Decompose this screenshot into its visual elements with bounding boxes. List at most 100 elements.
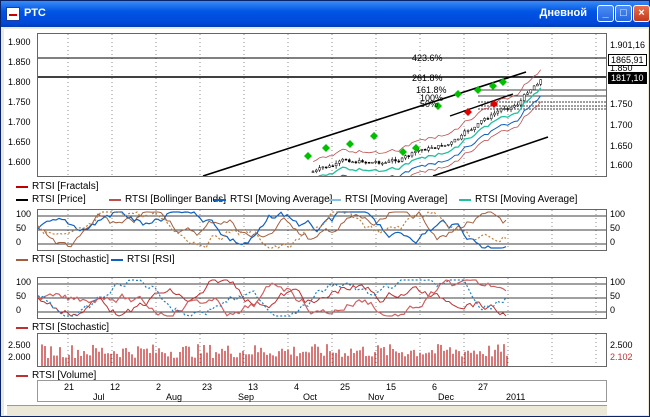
oscillator-right-tick: 0 bbox=[610, 237, 616, 247]
oscillator-right-tick: 0 bbox=[610, 305, 616, 315]
legend-item: RTSI [Volume] bbox=[16, 370, 96, 381]
candle-body bbox=[341, 158, 344, 162]
value-box-current: 1865,91 bbox=[608, 54, 647, 66]
candle-body bbox=[423, 149, 427, 151]
candle-body bbox=[410, 152, 414, 157]
candle-body bbox=[414, 151, 417, 153]
horizontal-scrollbar[interactable] bbox=[7, 405, 607, 415]
oscillator-right-tick: 50 bbox=[610, 223, 621, 233]
time-axis-month: Jul bbox=[93, 392, 105, 402]
trend-line bbox=[449, 93, 514, 117]
time-axis-month: 2011 bbox=[506, 392, 526, 402]
price-y-tick: 1.800 bbox=[8, 77, 31, 87]
price-right-tick: 1.650 bbox=[610, 141, 633, 151]
candle-body bbox=[348, 159, 351, 163]
price-y-tick: 1.850 bbox=[8, 57, 31, 67]
candle-body bbox=[351, 161, 354, 164]
candle-body bbox=[397, 160, 401, 163]
candle-body bbox=[489, 114, 493, 119]
candle-body bbox=[377, 161, 381, 164]
price-chart-plot[interactable] bbox=[37, 33, 607, 195]
moving-average-line bbox=[312, 87, 542, 181]
volume-right-tick: 2.500 bbox=[610, 340, 633, 350]
candle-body bbox=[394, 159, 397, 162]
candle-body bbox=[384, 162, 387, 164]
oscillator-right-tick: 100 bbox=[610, 209, 626, 219]
time-axis-month: Aug bbox=[166, 392, 183, 402]
legend-swatch bbox=[16, 258, 28, 261]
oscillator-y-tick: 50 bbox=[16, 291, 27, 301]
candle-body bbox=[486, 118, 490, 120]
legend-swatch bbox=[16, 185, 28, 188]
legend-item: RTSI [Stochastic] bbox=[16, 322, 109, 333]
volume-plot[interactable] bbox=[37, 333, 607, 367]
legend-swatch bbox=[329, 198, 341, 201]
maximize-button[interactable]: □ bbox=[615, 5, 632, 22]
price-y-tick: 1.650 bbox=[8, 137, 31, 147]
fractal-up-marker bbox=[399, 148, 407, 156]
oscillator-1-plot[interactable] bbox=[37, 209, 607, 251]
price-y-tick: 1.700 bbox=[8, 117, 31, 127]
candle-body bbox=[443, 144, 447, 147]
legend-label: RTSI [Volume] bbox=[32, 370, 97, 381]
close-button[interactable]: × bbox=[633, 5, 650, 22]
legend-label: RTSI [Fractals] bbox=[32, 181, 99, 192]
candle-body bbox=[496, 110, 500, 114]
oscillator-2-plot[interactable] bbox=[37, 277, 607, 319]
fractal-up-marker bbox=[304, 152, 312, 160]
candle-body bbox=[331, 165, 335, 168]
candle-body bbox=[381, 162, 384, 165]
fib-level-label: 161.8% bbox=[416, 85, 447, 95]
fractal-up-marker bbox=[474, 86, 482, 94]
oscillator-2-svg bbox=[37, 278, 606, 318]
window-title: РТС bbox=[24, 7, 46, 19]
oscillator-line bbox=[37, 279, 507, 317]
oscillator-line bbox=[37, 211, 507, 248]
volume-y-tick: 2.000 bbox=[8, 352, 31, 362]
legend-swatch bbox=[16, 326, 28, 329]
time-axis-day: 2 bbox=[156, 382, 162, 392]
legend-label: RTSI [Price] bbox=[32, 194, 86, 205]
chart-app-icon bbox=[6, 7, 20, 21]
candle-body bbox=[522, 94, 526, 101]
time-axis-day: 12 bbox=[110, 382, 121, 392]
candle-body bbox=[404, 155, 407, 159]
time-axis-day: 13 bbox=[248, 382, 259, 392]
oscillator-1-svg bbox=[37, 210, 606, 250]
legend-item: RTSI [Moving Average] bbox=[459, 194, 577, 205]
legend-swatch bbox=[459, 198, 471, 201]
volume-right-tick: 2.102 bbox=[610, 352, 633, 362]
candle-body bbox=[318, 167, 321, 171]
legend-swatch bbox=[109, 198, 121, 201]
minimize-button[interactable]: _ bbox=[597, 5, 614, 22]
candle-body bbox=[324, 166, 328, 169]
oscillator-y-tick: 50 bbox=[16, 223, 27, 233]
bollinger-upper bbox=[312, 69, 542, 163]
title-bar[interactable]: РТС Дневной _ □ × bbox=[1, 1, 650, 27]
fractal-up-marker bbox=[322, 144, 330, 152]
price-y-tick: 1.900 bbox=[8, 37, 31, 47]
candle-body bbox=[473, 126, 476, 130]
candle-body bbox=[536, 83, 539, 87]
candle-body bbox=[315, 169, 318, 172]
candle-body bbox=[417, 150, 420, 152]
oscillator-right-tick: 100 bbox=[610, 277, 626, 287]
candle-body bbox=[344, 158, 348, 161]
legend-label: RTSI [Moving Average] bbox=[230, 194, 333, 205]
time-axis-month: Nov bbox=[368, 392, 385, 402]
candle-body bbox=[427, 147, 430, 151]
legend-item: RTSI [Moving Average] bbox=[329, 194, 447, 205]
fractal-up-marker bbox=[412, 144, 420, 152]
legend-label: RTSI [Stochastic] bbox=[32, 254, 110, 265]
fractal-up-marker bbox=[489, 82, 497, 90]
candle-body bbox=[367, 162, 371, 164]
candle-body bbox=[407, 155, 410, 157]
volume-svg bbox=[41, 334, 597, 366]
candle-body bbox=[532, 85, 536, 91]
legend-swatch bbox=[111, 258, 123, 261]
candle-body bbox=[390, 159, 394, 162]
fractal-up-marker bbox=[370, 132, 378, 140]
time-axis-day: 6 bbox=[432, 382, 438, 392]
price-chart-svg bbox=[38, 34, 606, 195]
candle-body bbox=[539, 79, 542, 85]
